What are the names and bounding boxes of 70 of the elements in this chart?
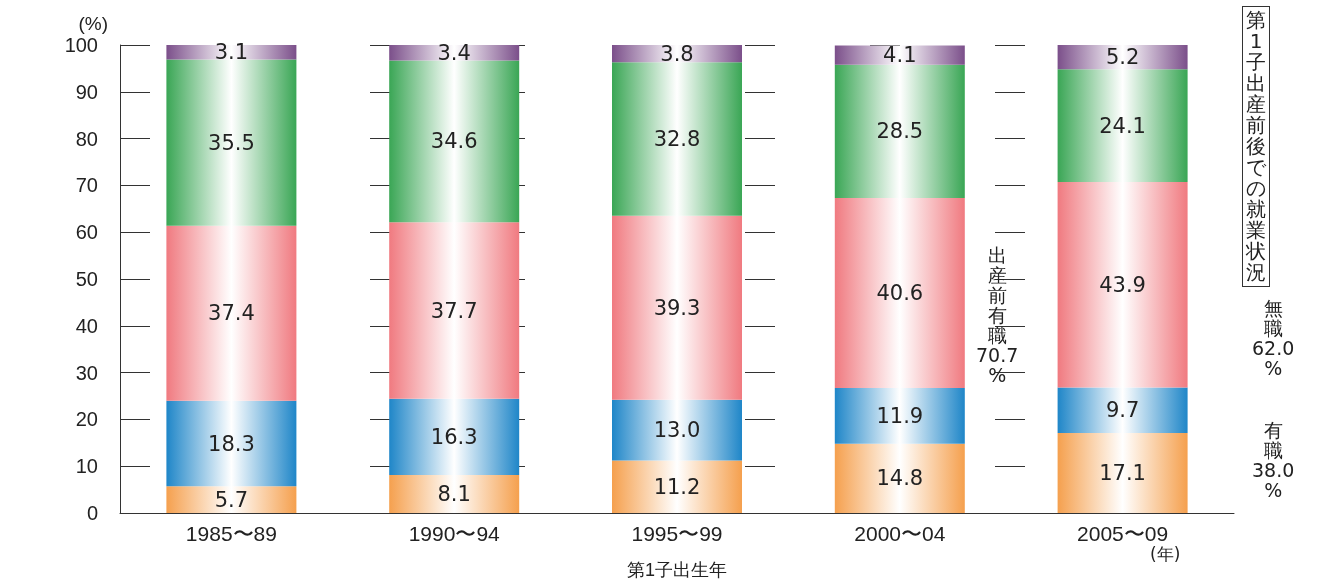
- bar: [612, 460, 742, 513]
- bar: [612, 399, 742, 461]
- x-axis-title: 第1子出生年: [626, 560, 728, 580]
- bar: [166, 400, 297, 487]
- bar: [1057, 69, 1188, 183]
- data-label: 37.4: [208, 301, 255, 326]
- y-tick-label: 90: [75, 80, 98, 103]
- y-tick-label: 0: [86, 502, 98, 524]
- bar: [1057, 45, 1188, 70]
- bar: [1057, 182, 1188, 388]
- data-label: 43.9: [1099, 272, 1146, 297]
- data-label: 5.7: [214, 487, 249, 512]
- data-label: 39.3: [653, 295, 701, 320]
- x-tick-label: 2005〜09: [1077, 522, 1169, 545]
- x-tick-label: 1995〜99: [631, 522, 723, 545]
- data-label: 32.8: [653, 127, 701, 152]
- data-label: 34.6: [430, 129, 478, 154]
- bar: [389, 222, 520, 399]
- bar: [389, 60, 520, 223]
- text: 有職38.0%: [1252, 419, 1295, 501]
- data-label: 11.9: [876, 403, 924, 428]
- y-tick-label: 70: [75, 174, 98, 197]
- bar: [834, 198, 965, 389]
- bar: [834, 443, 965, 513]
- y-tick-label: 40: [75, 314, 98, 337]
- data-label: 9.7: [1105, 398, 1140, 423]
- text: 無職62.0%: [1252, 297, 1295, 379]
- text: (年): [1150, 544, 1181, 564]
- data-label: 14.8: [876, 466, 924, 491]
- data-label: 37.7: [430, 298, 478, 323]
- data-label: 24.1: [1099, 113, 1146, 138]
- y-tick-label: 80: [75, 127, 98, 150]
- x-tick-label: 2000〜04: [854, 522, 946, 545]
- data-label: 16.3: [430, 424, 478, 449]
- data-label: 13.0: [653, 418, 701, 443]
- y-tick-label: 10: [75, 455, 98, 478]
- data-label: 3.4: [437, 40, 471, 65]
- bar: [1057, 432, 1188, 513]
- bar: [166, 45, 297, 60]
- x-tick-label: 1990〜94: [408, 522, 501, 545]
- data-label: 3.1: [214, 40, 249, 65]
- data-label: 11.2: [653, 474, 701, 499]
- y-tick-label: 30: [75, 361, 98, 384]
- y-tick-label: 60: [75, 221, 98, 244]
- bar: [612, 62, 742, 216]
- data-label: 18.3: [208, 431, 255, 456]
- x-tick-label: 1985〜89: [185, 522, 277, 545]
- bar: [166, 225, 297, 401]
- bar: [834, 388, 965, 444]
- y-tick-label: 20: [75, 408, 98, 431]
- bar: [166, 486, 297, 513]
- bar: [389, 398, 520, 476]
- text: 第1子出産前後での就業状況: [1246, 8, 1266, 284]
- data-label: 35.5: [208, 130, 255, 155]
- data-label: 17.1: [1099, 460, 1146, 485]
- data-label: 40.6: [876, 281, 924, 306]
- data-label: 28.5: [876, 119, 924, 144]
- data-label: 8.1: [437, 482, 471, 507]
- bar: [834, 64, 965, 199]
- data-label: 4.1: [883, 43, 917, 68]
- y-tick-label: 100: [64, 34, 98, 56]
- bar: [166, 59, 297, 226]
- bar: [1057, 387, 1188, 433]
- data-label: 3.8: [660, 41, 694, 66]
- data-label: 5.2: [1105, 45, 1140, 70]
- y-tick-label: 50: [75, 268, 98, 290]
- bar: [834, 45, 965, 65]
- bar: [389, 475, 520, 513]
- y-axis-title: (%): [78, 13, 108, 34]
- bar: [612, 215, 742, 400]
